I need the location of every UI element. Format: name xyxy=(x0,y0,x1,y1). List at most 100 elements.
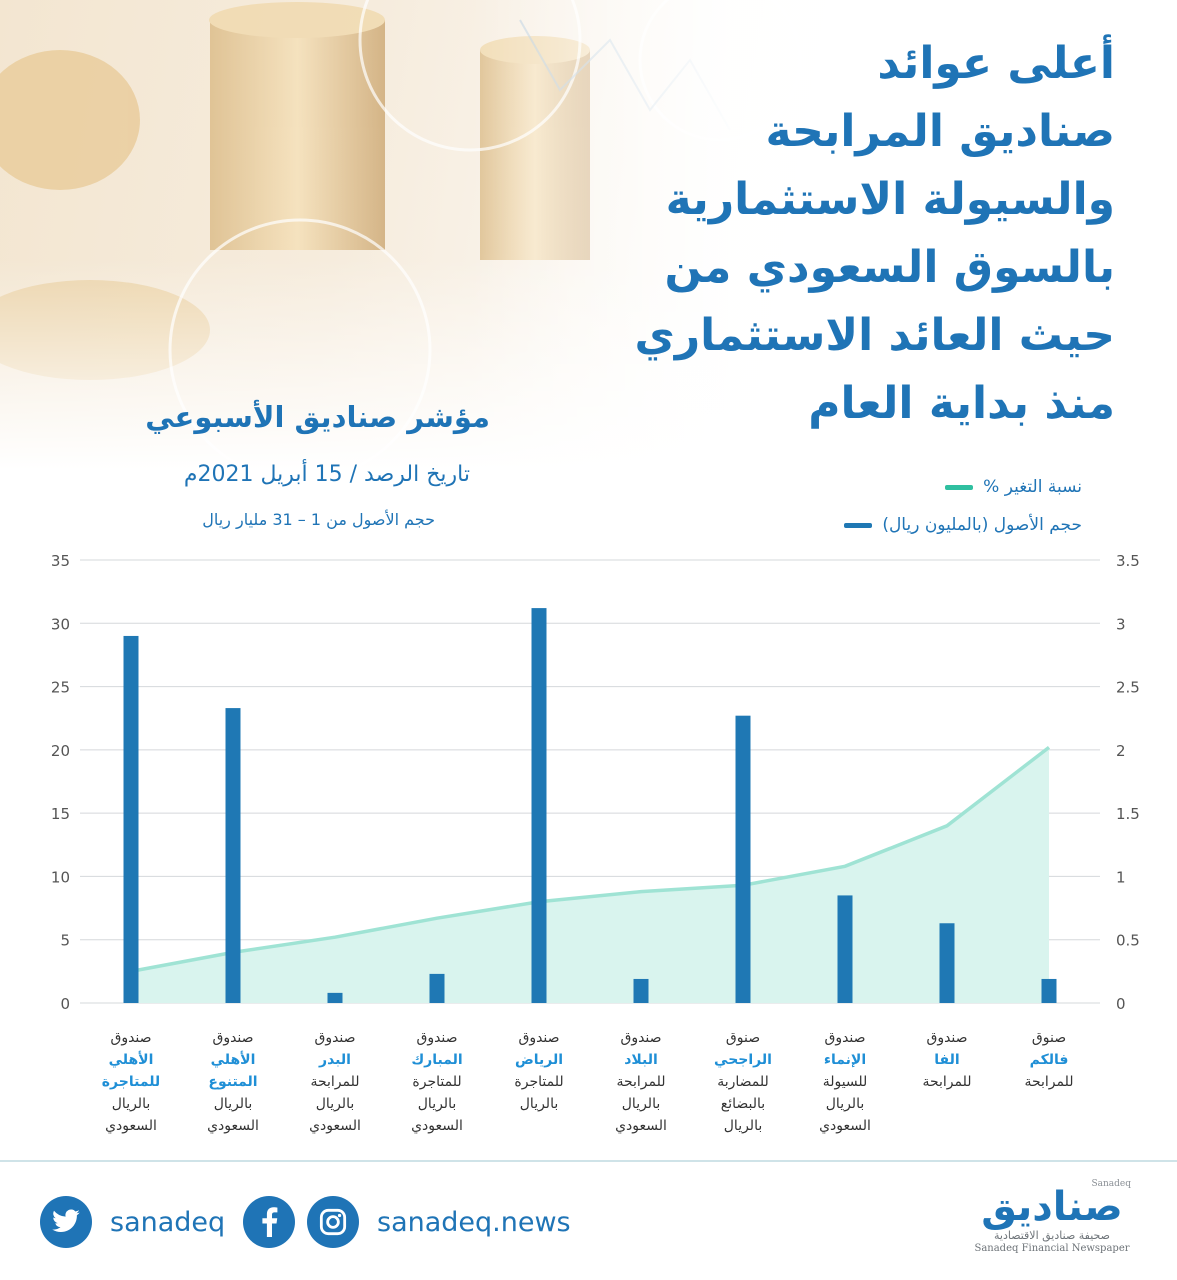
asset-bar xyxy=(327,992,343,1003)
sanadeq-logo: Sanadeq صناديق صحيفة صناديق الاقتصادية S… xyxy=(967,1179,1137,1255)
right-tick-label: 0 xyxy=(1116,995,1126,1013)
page-title: أعلى عوائد صناديق المرابحة والسيولة الاس… xyxy=(495,30,1116,438)
category-label: صندوق xyxy=(212,1030,253,1046)
logo-tagline-ar: صحيفة صناديق الاقتصادية xyxy=(993,1229,1110,1242)
category-label: صندوق xyxy=(620,1030,661,1046)
category-label: الراجحي xyxy=(714,1052,772,1068)
title-line: والسيولة الاستثمارية xyxy=(665,174,1115,225)
asset-bar xyxy=(225,708,241,1003)
category-label: للمرابحة xyxy=(1024,1074,1073,1090)
category-label: صندوق xyxy=(416,1030,457,1046)
category-label: المتنوع xyxy=(208,1074,257,1090)
right-tick-label: 3.5 xyxy=(1116,552,1140,570)
left-tick-label: 30 xyxy=(51,615,70,633)
hero-background xyxy=(0,0,1177,470)
chart-subtitle: مؤشر صناديق الأسبوعي xyxy=(145,400,490,434)
category-label: بالريال xyxy=(316,1096,355,1112)
asset-bar xyxy=(735,715,751,1003)
right-tick-label: 2 xyxy=(1116,742,1126,760)
asset-range: حجم الأصول من 1 – 31 مليار ريال xyxy=(202,510,435,529)
category-label: الأهلي xyxy=(211,1051,256,1068)
category-label: صندوق xyxy=(110,1030,151,1046)
category-label: السعودي xyxy=(309,1118,361,1134)
asset-bar xyxy=(429,973,445,1003)
right-tick-label: 1.5 xyxy=(1116,805,1140,823)
category-label: فالكم xyxy=(1030,1052,1069,1068)
category-label: الرياض xyxy=(515,1052,563,1068)
category-label: للمتاجرة xyxy=(514,1074,563,1090)
twitter-handle: sanadeq xyxy=(110,1206,226,1238)
category-label: بالريال xyxy=(622,1096,661,1112)
category-label: للمرابحة xyxy=(616,1074,665,1090)
category-label: السعودي xyxy=(207,1118,259,1134)
legend-swatch-change xyxy=(945,484,974,490)
logo-tagline-en: Sanadeq Financial Newspaper xyxy=(974,1243,1130,1254)
title-line: صناديق المرابحة xyxy=(765,106,1115,157)
category-label: بالريال xyxy=(214,1096,253,1112)
category-label: صندوق xyxy=(824,1030,865,1046)
asset-bar xyxy=(939,923,955,1003)
category-label: السعودي xyxy=(819,1118,871,1134)
category-label: الأهلي xyxy=(109,1051,154,1068)
logo-ar: صناديق xyxy=(981,1184,1123,1230)
category-label: بالريال xyxy=(724,1118,763,1134)
legend-item-assets: حجم الأصول (بالمليون ريال) xyxy=(844,512,1082,538)
asset-bar xyxy=(531,608,547,1003)
left-tick-label: 15 xyxy=(51,805,70,823)
asset-bar xyxy=(1041,978,1057,1003)
title-line: حيث العائد الاستثماري xyxy=(634,310,1116,361)
category-label: صندوق xyxy=(926,1030,967,1046)
left-tick-label: 20 xyxy=(51,742,70,760)
category-label: صندوق xyxy=(518,1030,559,1046)
twitter-bird-icon xyxy=(40,1196,92,1248)
category-label: بالريال xyxy=(418,1096,457,1112)
right-tick-label: 0.5 xyxy=(1116,932,1140,950)
footer-divider xyxy=(0,1160,1177,1162)
facebook-icon[interactable] xyxy=(243,1196,295,1248)
category-label: للمضاربة xyxy=(717,1074,769,1090)
logo-en-top: Sanadeq xyxy=(1091,1179,1131,1189)
asset-bar xyxy=(123,635,139,1003)
left-tick-label: 10 xyxy=(51,868,70,886)
category-label: بالبضائع xyxy=(721,1096,765,1112)
twitter-link[interactable]: sanadeq xyxy=(40,1196,225,1248)
legend-label: حجم الأصول (بالمليون ريال) xyxy=(882,515,1082,535)
right-tick-label: 1 xyxy=(1116,868,1126,886)
left-tick-label: 35 xyxy=(51,552,70,570)
category-label: للمرابحة xyxy=(922,1074,971,1090)
legend-item-change: نسبة التغير % xyxy=(844,474,1082,500)
chart-legend: نسبة التغير % حجم الأصول (بالمليون ريال) xyxy=(844,474,1082,550)
left-tick-label: 0 xyxy=(60,995,70,1013)
category-label: البدر xyxy=(318,1052,351,1068)
category-label: صنوق xyxy=(726,1030,760,1046)
category-label: صنوق xyxy=(1032,1030,1066,1046)
title-line: منذ بداية العام xyxy=(808,378,1115,429)
instagram-icon[interactable] xyxy=(307,1196,359,1248)
category-label: للمرابحة xyxy=(310,1074,359,1090)
category-label: الفا xyxy=(934,1052,959,1068)
legend-swatch-assets xyxy=(844,522,873,528)
category-label: البلاد xyxy=(624,1052,658,1068)
category-label: للمتاجرة xyxy=(412,1074,461,1090)
legend-label: نسبة التغير % xyxy=(983,477,1082,497)
category-label: السعودي xyxy=(411,1118,463,1134)
left-tick-label: 25 xyxy=(51,679,70,697)
right-tick-label: 2.5 xyxy=(1116,679,1140,697)
category-label: المبارك xyxy=(411,1052,462,1068)
title-line: بالسوق السعودي من xyxy=(664,242,1115,293)
category-label: بالريال xyxy=(112,1096,151,1112)
left-tick-label: 5 xyxy=(60,932,70,950)
right-tick-label: 3 xyxy=(1116,615,1126,633)
funds-chart: 0 5 10 15 20 25 30 35 0 0.5 1 1.5 2 2.5 3 3.5 صندوق الأهل… xyxy=(51,552,1140,1134)
category-label: للمتاجرة xyxy=(102,1074,160,1090)
asset-bar xyxy=(633,978,649,1003)
facebook-instagram-links[interactable]: sanadeq.news xyxy=(243,1196,571,1248)
category-label: الإنماء xyxy=(824,1052,866,1068)
observation-date: تاريخ الرصد / 15 أبريل 2021م xyxy=(183,462,470,487)
asset-bar xyxy=(837,895,853,1003)
change-line xyxy=(130,745,1051,974)
category-label: للسيولة xyxy=(823,1074,868,1090)
category-label: السعودي xyxy=(615,1118,667,1134)
category-label: السعودي xyxy=(105,1118,157,1134)
title-line: أعلى عوائد xyxy=(877,38,1115,89)
